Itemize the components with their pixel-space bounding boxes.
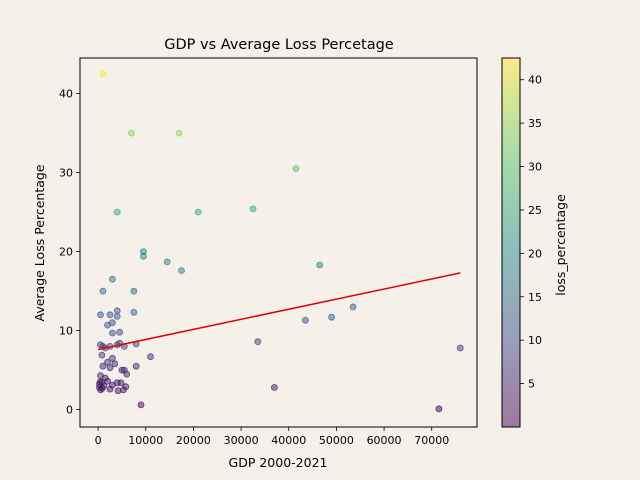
colorbar-tick-label: 35 bbox=[528, 117, 542, 130]
data-point bbox=[106, 364, 114, 372]
data-point bbox=[106, 385, 114, 393]
data-point bbox=[137, 401, 145, 409]
data-point bbox=[147, 353, 154, 361]
data-point bbox=[249, 205, 257, 213]
x-tick-label: 50000 bbox=[319, 434, 354, 447]
colorbar-label: loss_percentage bbox=[553, 194, 568, 296]
x-tick-label: 0 bbox=[95, 434, 102, 447]
data-point bbox=[456, 344, 464, 352]
plot-frame bbox=[79, 57, 478, 428]
data-point bbox=[96, 378, 104, 386]
y-tick-label: 40 bbox=[59, 88, 73, 101]
data-point bbox=[328, 313, 336, 321]
y-tick-label: 0 bbox=[66, 404, 73, 417]
data-point bbox=[109, 275, 116, 283]
colorbar-gradient bbox=[501, 57, 521, 428]
colorbar-tick-label: 30 bbox=[528, 161, 542, 174]
data-point bbox=[163, 258, 171, 266]
data-point bbox=[106, 311, 114, 319]
data-point bbox=[99, 287, 107, 295]
colorbar-tick-label: 40 bbox=[528, 74, 542, 87]
data-point bbox=[104, 321, 111, 329]
x-tick-label: 30000 bbox=[224, 434, 259, 447]
y-tick-label: 20 bbox=[59, 246, 73, 259]
data-point bbox=[117, 379, 125, 387]
data-point bbox=[316, 261, 324, 269]
x-axis-label: GDP 2000-2021 bbox=[229, 455, 328, 470]
data-point bbox=[254, 338, 262, 346]
y-tick-label: 10 bbox=[59, 325, 73, 338]
data-point bbox=[99, 362, 107, 370]
data-point bbox=[111, 360, 119, 368]
data-point bbox=[120, 386, 127, 394]
colorbar-tick-label: 25 bbox=[528, 204, 542, 217]
data-point bbox=[194, 208, 202, 216]
data-point bbox=[97, 311, 104, 319]
data-point bbox=[130, 287, 138, 295]
data-point bbox=[178, 267, 185, 275]
data-point bbox=[113, 307, 121, 315]
x-tick-label: 60000 bbox=[367, 434, 402, 447]
data-point bbox=[99, 70, 107, 78]
data-point bbox=[123, 370, 131, 378]
x-tick-label: 10000 bbox=[128, 434, 163, 447]
colorbar-tick-label: 15 bbox=[528, 291, 542, 304]
data-point bbox=[139, 252, 147, 260]
trend-line bbox=[97, 272, 461, 351]
colorbar-tick-label: 5 bbox=[528, 378, 535, 391]
data-point bbox=[292, 165, 300, 173]
data-point bbox=[113, 208, 121, 216]
data-point bbox=[109, 329, 116, 337]
x-tick-label: 20000 bbox=[176, 434, 211, 447]
data-point bbox=[301, 316, 309, 324]
colorbar-tick-label: 20 bbox=[528, 247, 542, 260]
chart-title: GDP vs Average Loss Percetage bbox=[164, 37, 394, 53]
data-point bbox=[349, 303, 357, 311]
colorbar: 5 10 15 20 25 30 35 40 bbox=[501, 57, 542, 428]
data-point bbox=[116, 328, 123, 336]
x-tick-label: 70000 bbox=[414, 434, 449, 447]
data-point bbox=[130, 308, 138, 316]
data-point bbox=[128, 129, 135, 137]
data-point bbox=[175, 129, 183, 137]
y-tick-label: 30 bbox=[59, 167, 73, 180]
x-tick-label: 40000 bbox=[271, 434, 306, 447]
colorbar-tick-label: 10 bbox=[528, 334, 542, 347]
data-point bbox=[104, 358, 111, 366]
data-point bbox=[435, 405, 443, 413]
data-point bbox=[98, 351, 106, 359]
data-point bbox=[132, 362, 140, 370]
y-axis-label: Average Loss Percentage bbox=[32, 164, 47, 321]
plot-area bbox=[96, 70, 464, 413]
data-point bbox=[270, 384, 278, 391]
data-point bbox=[104, 377, 111, 385]
data-point bbox=[113, 312, 121, 320]
data-point bbox=[109, 354, 116, 362]
